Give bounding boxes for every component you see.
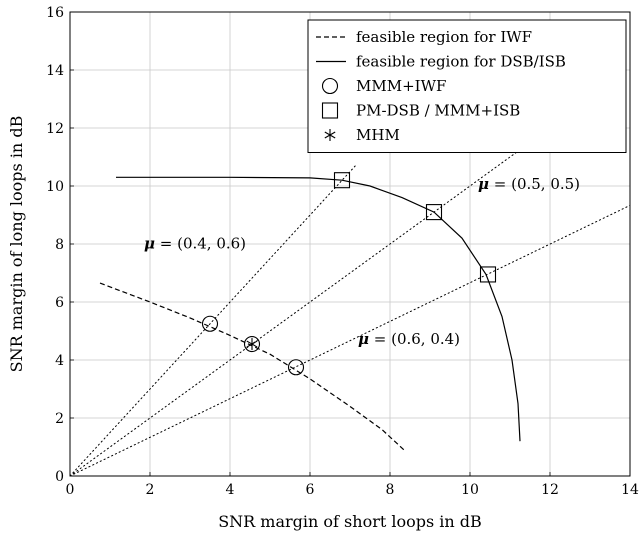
asterisk-marker (246, 338, 258, 351)
mu-value: = (0.4, 0.6) (155, 234, 246, 252)
x-tick-label: 12 (541, 482, 559, 498)
y-tick-label: 4 (55, 353, 64, 369)
asterisk-marker (324, 129, 336, 141)
y-tick-label: 6 (55, 295, 64, 311)
x-axis-label: SNR margin of short loops in dB (218, 512, 482, 531)
legend-entry-label: PM-DSB / MMM+ISB (356, 102, 520, 120)
mu-symbol: μ (478, 175, 489, 193)
tick-labels: 0 2 4 6 8 10 12 14 0 2 4 6 8 10 12 14 16 (46, 5, 639, 498)
x-tick-label: 2 (146, 482, 155, 498)
legend-box (307, 19, 627, 153)
mu-annotation: μ = (0.6, 0.4) (358, 330, 460, 348)
mu-annotation: μ = (0.5, 0.5) (478, 175, 580, 193)
x-tick-label: 14 (621, 482, 639, 498)
x-tick-label: 8 (386, 482, 395, 498)
square-marker (479, 266, 497, 283)
markers (201, 172, 497, 376)
mu-annotation: μ = (0.4, 0.6) (144, 234, 246, 252)
legend-entry-label: MHM (356, 126, 400, 144)
reference-lines (69, 147, 631, 477)
curves (99, 176, 521, 451)
asterisk-stroke (246, 340, 258, 348)
annotations: μ = (0.4, 0.6)μ = (0.5, 0.5)μ = (0.6, 0.… (144, 175, 580, 348)
dsb-isb-curve (116, 176, 521, 442)
x-tick-label: 0 (66, 482, 75, 498)
y-tick-label: 12 (46, 121, 64, 137)
y-tick-label: 10 (46, 179, 64, 195)
square-marker (321, 102, 339, 119)
iwf-curve (99, 282, 405, 451)
mu-value: = (0.5, 0.5) (489, 175, 580, 193)
reference-line (69, 147, 523, 477)
circle-marker (321, 77, 339, 95)
y-tick-label: 2 (55, 411, 64, 427)
mu-symbol: μ (358, 330, 369, 348)
square-marker (333, 172, 351, 189)
legend-entry-label: MMM+IWF (356, 77, 446, 95)
y-tick-label: 8 (55, 237, 64, 253)
circle-marker (201, 315, 219, 332)
legend: feasible region for IWF feasible region f… (307, 19, 627, 153)
asterisk-stroke (324, 131, 336, 139)
square-marker (425, 204, 443, 221)
y-tick-label: 14 (46, 63, 64, 79)
circle-marker (243, 335, 261, 353)
legend-entry-label: feasible region for DSB/ISB (356, 53, 566, 71)
reference-line (69, 204, 631, 477)
x-tick-label: 10 (461, 482, 479, 498)
y-tick-label: 16 (46, 5, 64, 21)
x-tick-label: 6 (306, 482, 315, 498)
x-tick-label: 4 (226, 482, 235, 498)
mu-symbol: μ (144, 234, 155, 252)
mu-value: = (0.6, 0.4) (369, 330, 460, 348)
y-tick-label: 0 (55, 469, 64, 485)
y-axis-label: SNR margin of long loops in dB (7, 116, 26, 373)
legend-entry-label: feasible region for IWF (356, 28, 532, 46)
circle-marker (287, 359, 305, 376)
reference-line (69, 164, 357, 477)
